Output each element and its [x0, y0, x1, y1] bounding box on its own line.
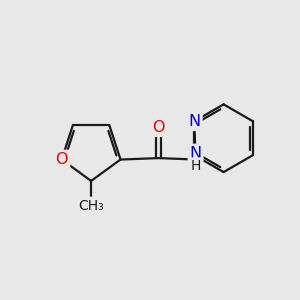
- Text: N: N: [190, 146, 202, 160]
- Text: O: O: [152, 120, 165, 135]
- Text: O: O: [56, 152, 68, 167]
- Text: H: H: [190, 159, 201, 173]
- Text: CH₃: CH₃: [78, 199, 104, 213]
- Text: N: N: [188, 114, 200, 129]
